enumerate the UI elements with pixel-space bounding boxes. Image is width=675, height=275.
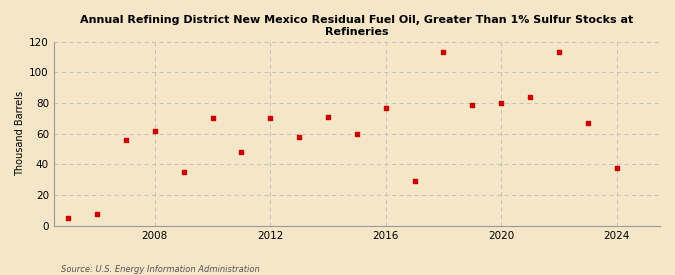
Point [207, 116, 218, 120]
Point [467, 102, 478, 107]
Point [149, 128, 160, 133]
Point [178, 170, 189, 174]
Text: Source: U.S. Energy Information Administration: Source: U.S. Energy Information Administ… [61, 265, 259, 274]
Point [121, 138, 132, 142]
Point [496, 101, 507, 105]
Point [409, 179, 420, 183]
Y-axis label: Thousand Barrels: Thousand Barrels [15, 91, 25, 176]
Point [554, 50, 564, 54]
Point [236, 150, 247, 154]
Point [438, 50, 449, 54]
Point [380, 105, 391, 110]
Point [524, 95, 535, 99]
Point [583, 121, 593, 125]
Point [323, 115, 333, 119]
Title: Annual Refining District New Mexico Residual Fuel Oil, Greater Than 1% Sulfur St: Annual Refining District New Mexico Resi… [80, 15, 634, 37]
Point [92, 211, 103, 216]
Point [294, 134, 304, 139]
Point [352, 131, 362, 136]
Point [612, 165, 622, 170]
Point [63, 216, 74, 220]
Point [265, 116, 275, 120]
